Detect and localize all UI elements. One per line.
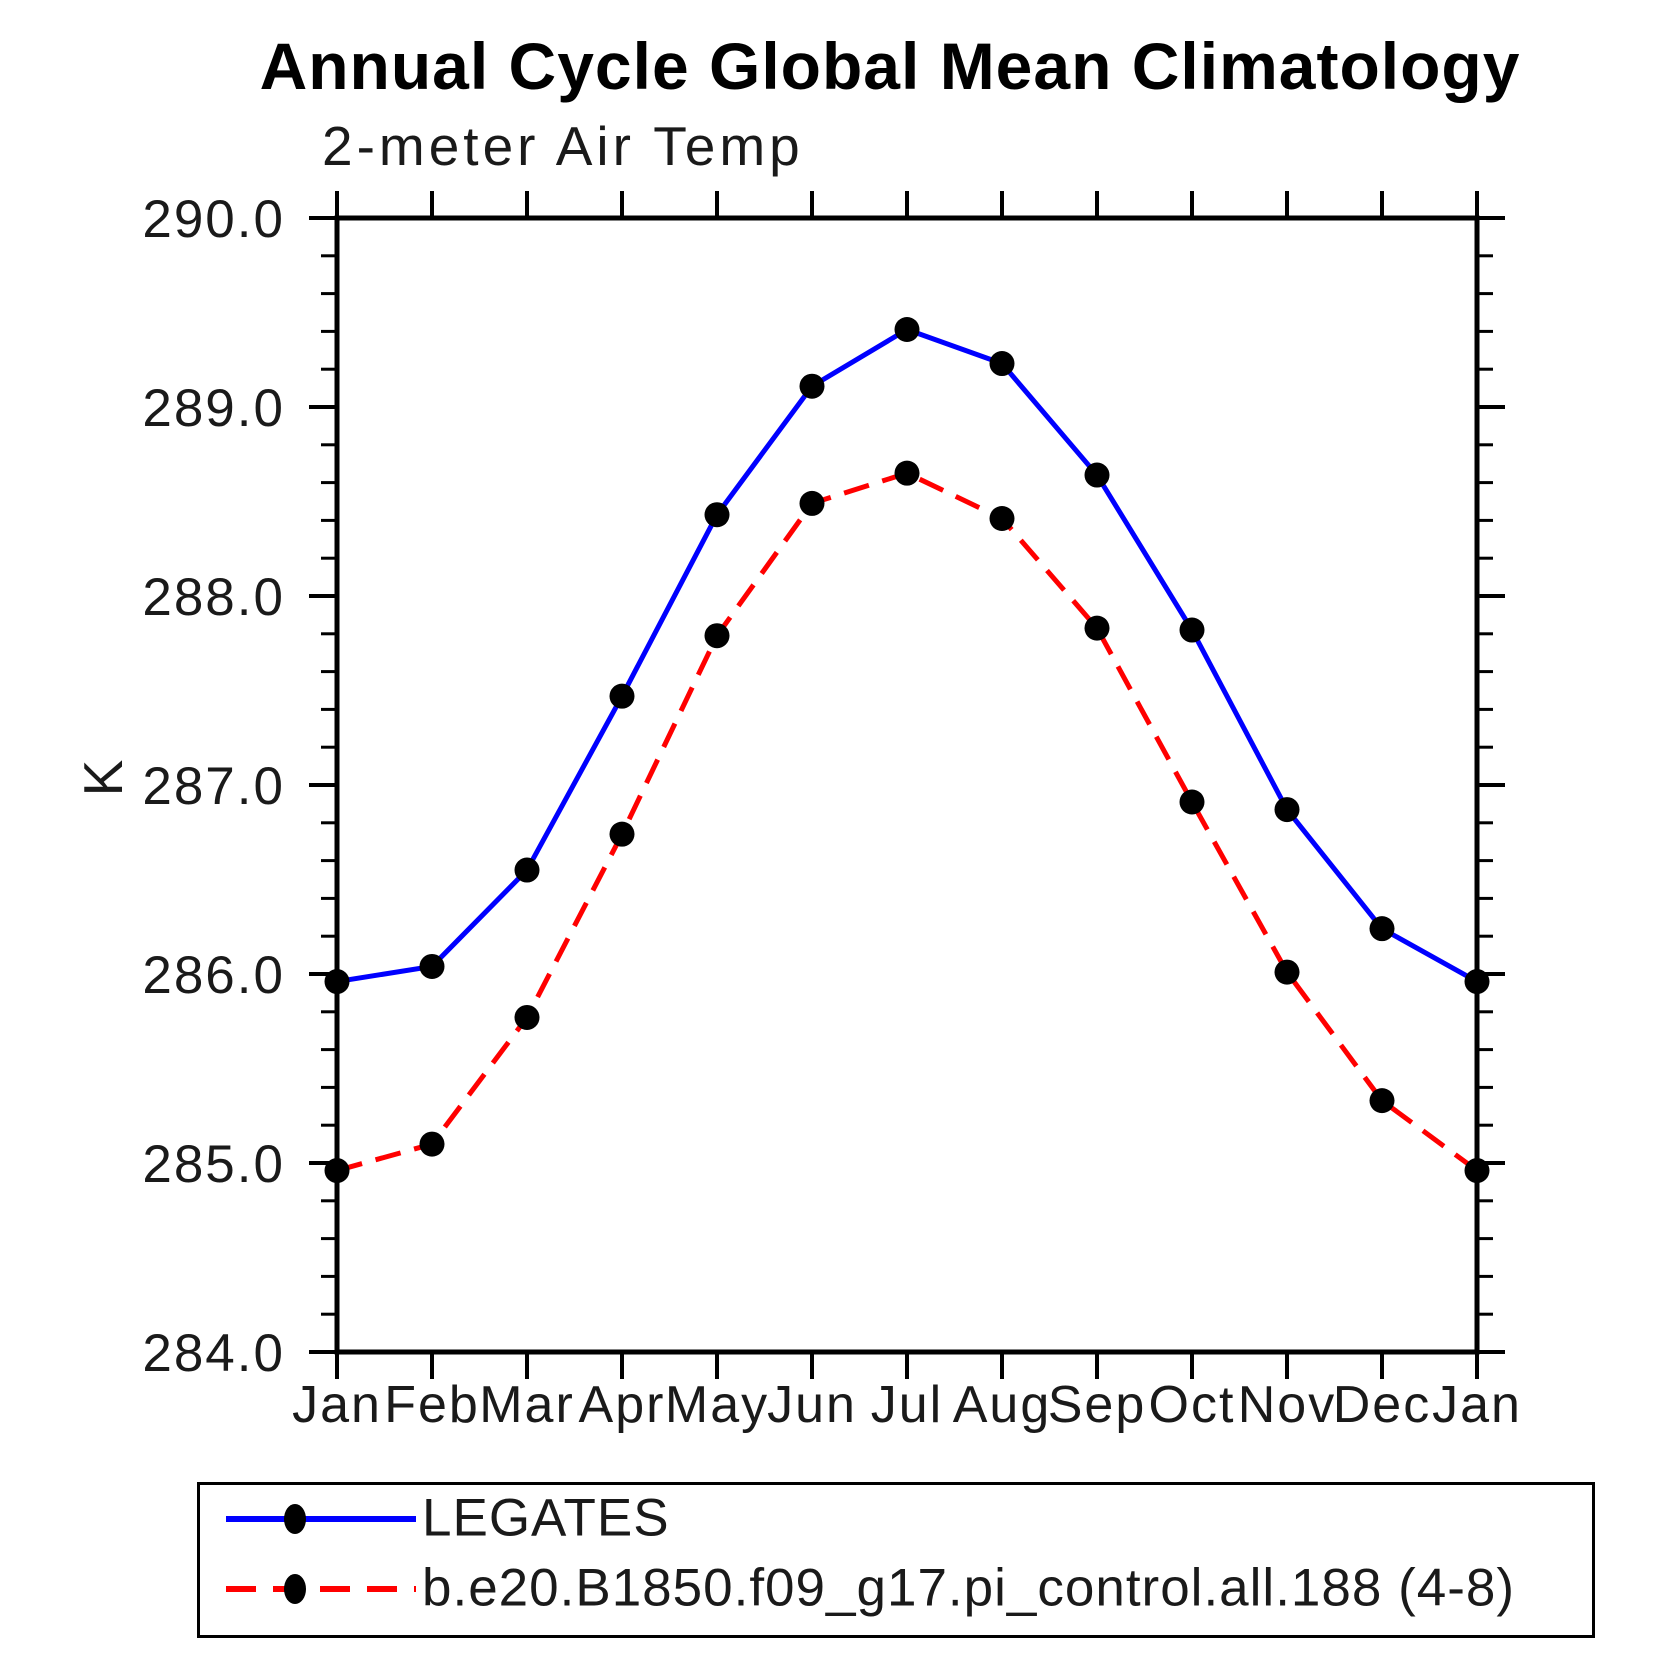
data-point-marker-0 [704,502,730,528]
data-point-marker-0 [609,683,635,709]
plot-box [334,215,1480,1355]
series-line-1 [336,470,1479,1173]
legend-label-legates: LEGATES [422,1488,670,1548]
legend-line-sample-dashed [226,1586,416,1592]
x-tick-label: Jul [871,1376,943,1434]
x-tick-label: Apr [579,1376,666,1434]
data-point-marker-0 [989,351,1015,377]
data-point-marker-0 [1369,916,1395,942]
legend-marker-dot [284,1504,306,1534]
y-tick-label: 285.0 [142,1135,285,1194]
y-tick-label: 289.0 [142,379,285,438]
data-point-marker-0 [1084,462,1110,488]
data-point-marker-0 [514,857,540,883]
data-point-marker-1 [894,460,920,486]
data-point-marker-1 [1179,789,1205,815]
data-point-marker-0 [419,953,445,979]
x-tick-label: Sep [1048,1376,1147,1434]
data-point-marker-0 [1179,617,1205,643]
y-tick-label: 287.0 [142,757,285,816]
data-point-marker-1 [1369,1088,1395,1114]
data-point-marker-1 [1084,615,1110,641]
x-tick-label: Mar [479,1376,575,1434]
data-point-marker-1 [419,1131,445,1157]
x-tick-label: Jun [767,1376,857,1434]
legend: LEGATES b.e20.B1850.f09_g17.pi_control.a… [197,1482,1595,1638]
data-point-marker-1 [989,506,1015,532]
data-point-marker-0 [324,969,350,995]
legend-marker-dot [284,1574,306,1604]
x-tick-label: Nov [1238,1376,1336,1434]
data-point-marker-1 [799,490,825,516]
x-tick-label: Dec [1333,1376,1431,1434]
data-point-marker-1 [1464,1158,1490,1184]
legend-label-model: b.e20.B1850.f09_g17.pi_control.all.188 (… [422,1558,1515,1618]
x-tick-label: Aug [953,1376,1052,1434]
y-tick-label: 284.0 [142,1324,285,1383]
data-point-marker-1 [609,821,635,847]
series-line-0 [336,326,1479,985]
x-tick-label: Feb [384,1376,480,1434]
data-point-marker-0 [894,317,920,343]
data-point-marker-1 [1274,959,1300,985]
data-point-marker-1 [704,623,730,649]
y-tick-label: 286.0 [142,946,285,1005]
chart-title: Annual Cycle Global Mean Climatology [259,29,1521,103]
x-tick-label: May [665,1376,769,1434]
legend-line-sample-solid [226,1516,416,1522]
y-tick-label: 288.0 [142,568,285,627]
x-tick-label: Oct [1149,1376,1236,1434]
chart-subtitle: 2-meter Air Temp [322,115,804,177]
data-point-marker-0 [1464,969,1490,995]
data-point-marker-1 [324,1158,350,1184]
x-tick-label: Jan [292,1376,382,1434]
data-point-marker-0 [799,373,825,399]
x-tick-label: Jan [1432,1376,1522,1434]
data-point-marker-1 [514,1004,540,1030]
data-point-marker-0 [1274,797,1300,823]
y-tick-label: 290.0 [142,190,285,249]
